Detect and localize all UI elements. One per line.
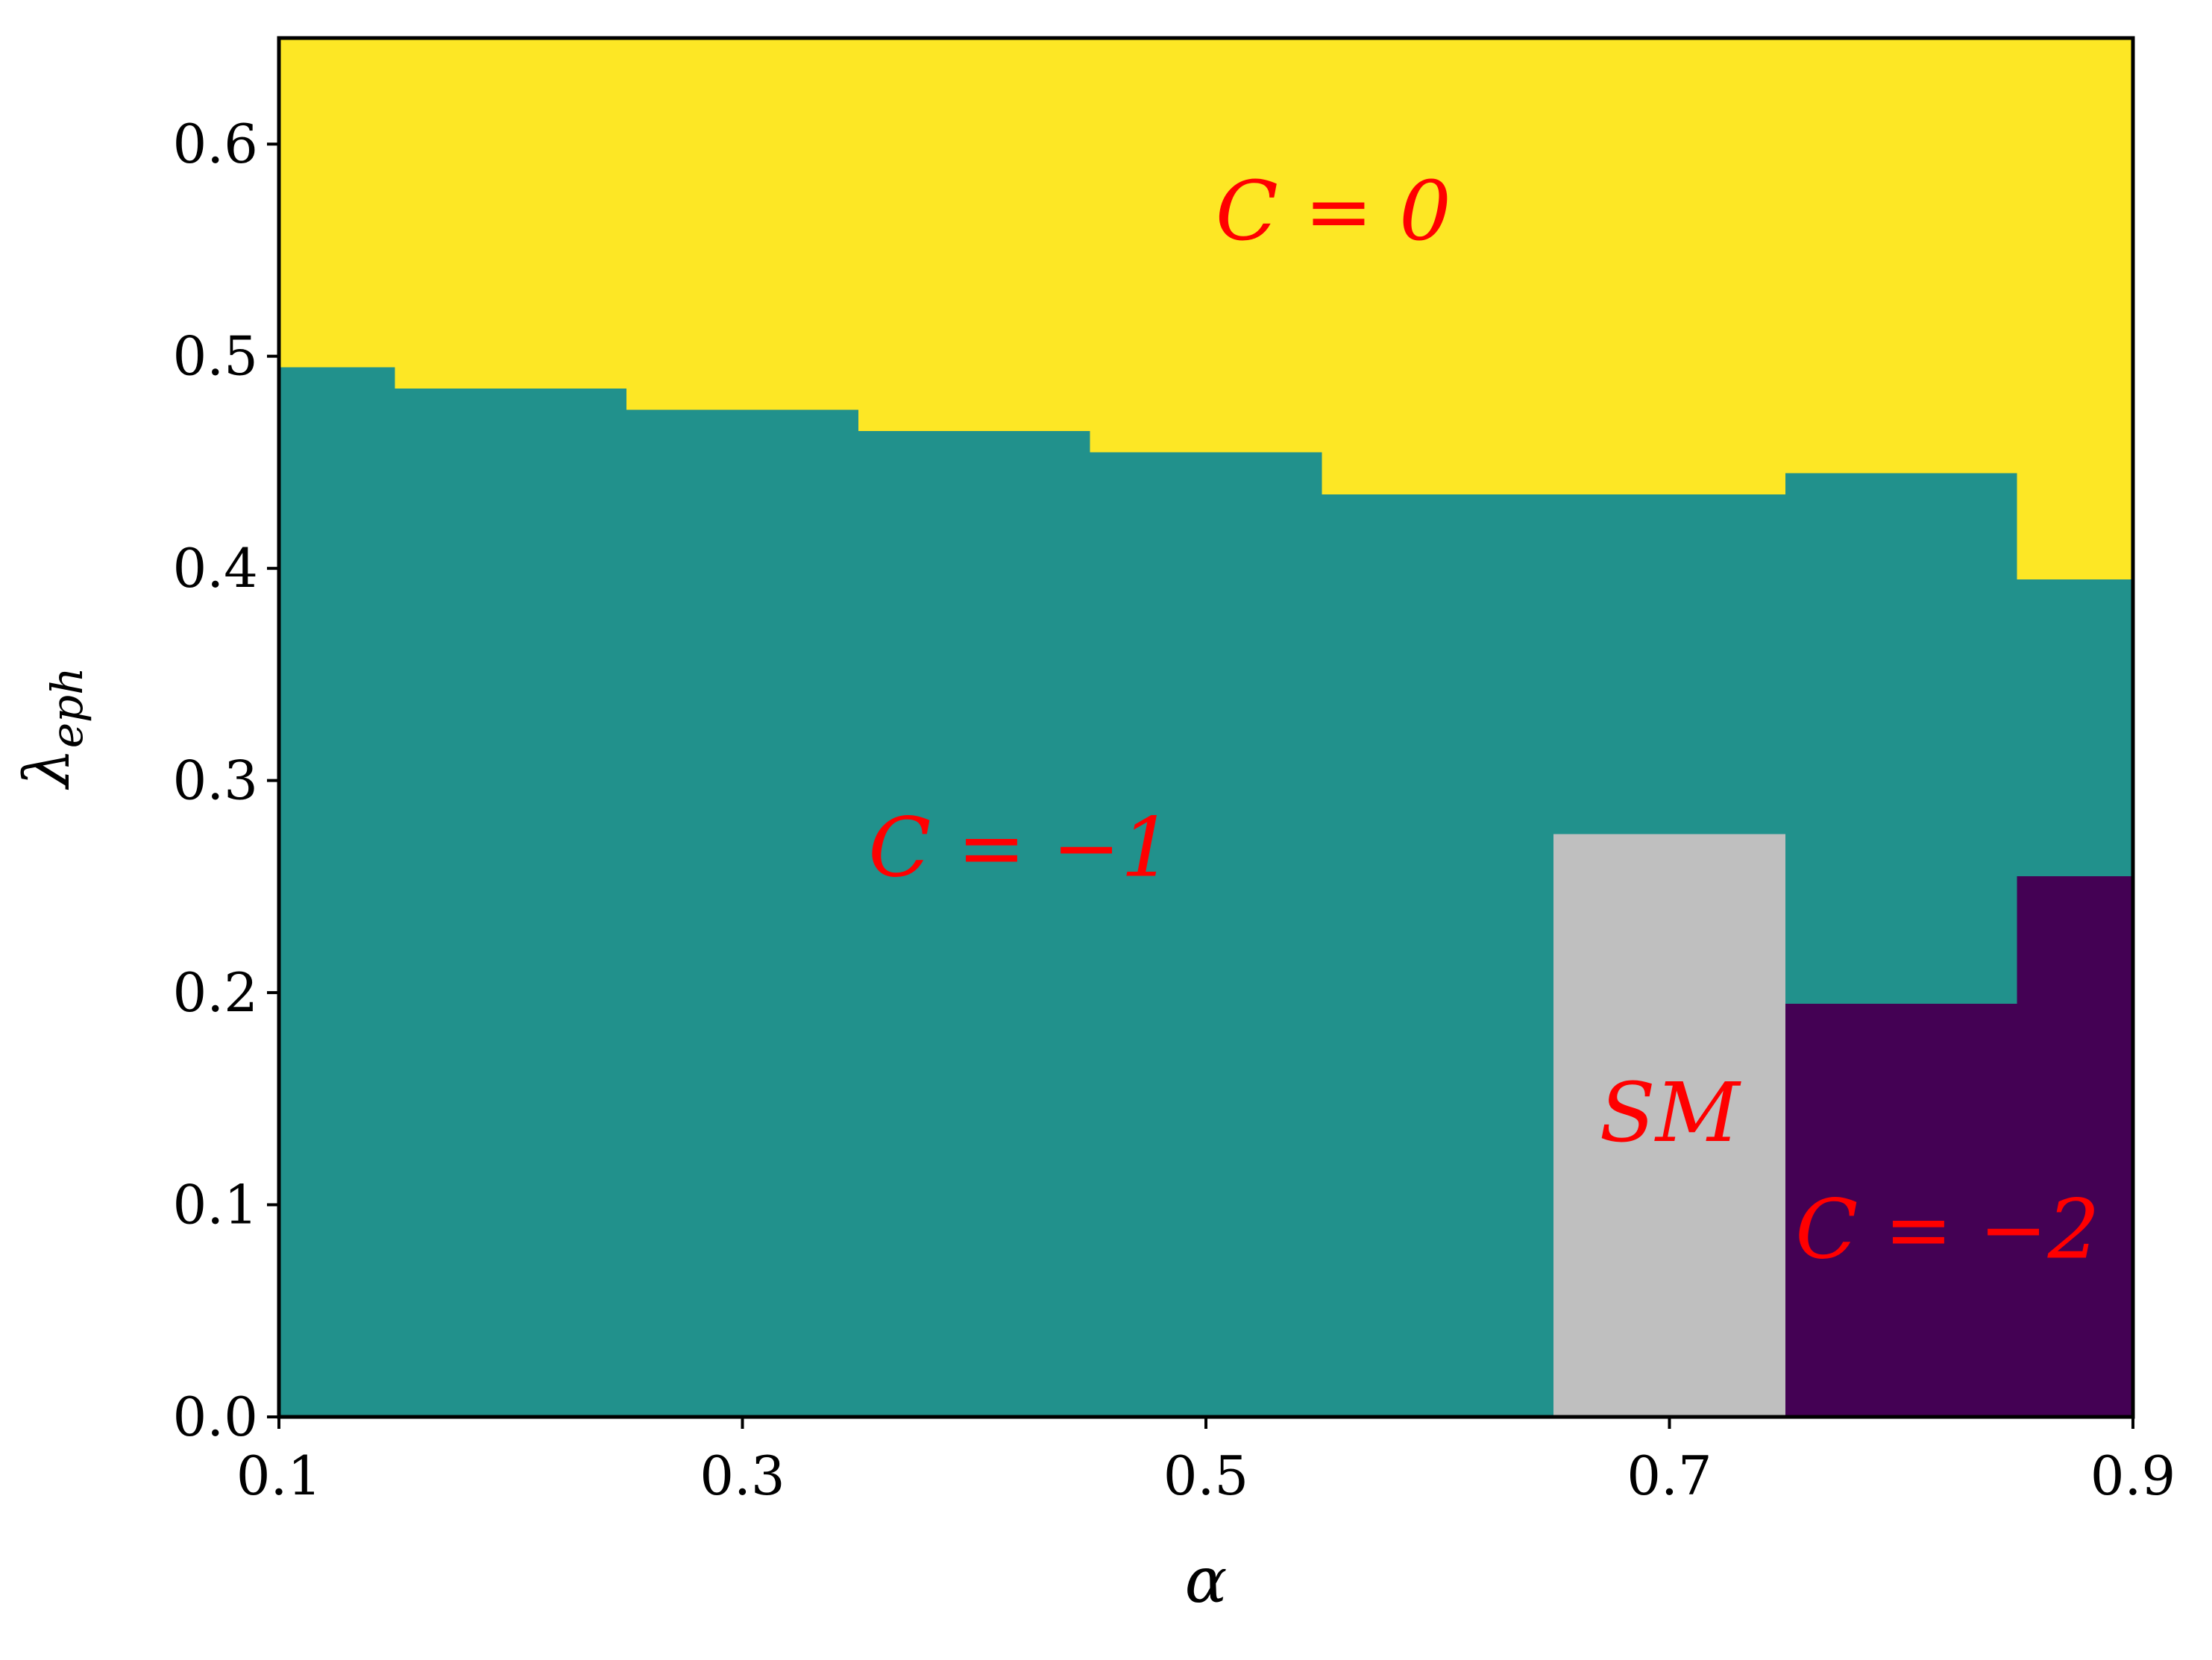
phase-region-cminus1-col1 <box>395 388 627 1418</box>
phase-region-cminus1-col8 <box>2017 579 2134 877</box>
phase-region-cminus1-col0 <box>279 366 395 1418</box>
x-axis-label: α <box>1185 1544 1228 1617</box>
label-c0: C = 0 <box>1216 163 1451 259</box>
x-tick-label: 0.7 <box>1627 1444 1712 1507</box>
y-tick-label: 0.5 <box>172 325 258 388</box>
y-axis-ticks: 0.0 0.1 0.2 0.3 0.4 0.5 0.6 <box>172 113 279 1448</box>
y-tick-label: 0.0 <box>172 1386 258 1448</box>
y-axis-label: λeph <box>10 667 92 790</box>
phase-region-cminus1-col3 <box>858 430 1091 1418</box>
label-sm: SM <box>1600 1065 1741 1160</box>
y-tick-label: 0.1 <box>172 1174 258 1236</box>
y-tick-label: 0.3 <box>172 749 258 812</box>
phase-region-c0-col1 <box>395 38 627 389</box>
label-cminus1: C = −1 <box>868 800 1172 896</box>
phase-region-c0-col3 <box>858 38 1091 431</box>
phase-region-c0-col5 <box>1322 38 1554 495</box>
phase-region-c0-col8 <box>2017 38 2134 579</box>
phase-region-cminus2-col7 <box>1785 1003 2018 1418</box>
phase-region-c0-col7 <box>1785 38 2018 474</box>
x-tick-label: 0.3 <box>700 1444 785 1507</box>
x-tick-label: 0.9 <box>2090 1444 2176 1507</box>
phase-region-sm-col6 <box>1553 833 1786 1418</box>
phase-region-cminus1-col6 <box>1553 494 1786 834</box>
phase-region-c0-col2 <box>626 38 859 410</box>
phase-region-cminus1-col4 <box>1090 451 1322 1418</box>
label-cminus2: C = −2 <box>1795 1182 2099 1277</box>
phase-region-cminus1-col2 <box>626 409 859 1418</box>
y-axis-label-main: λ <box>10 748 84 790</box>
phase-region-cminus2-col8 <box>2017 875 2134 1418</box>
y-tick-label: 0.2 <box>172 961 258 1024</box>
phase-region-c0-col6 <box>1553 38 1786 495</box>
y-tick-label: 0.6 <box>172 113 258 175</box>
phase-region-cminus1-col5 <box>1322 494 1554 1418</box>
x-tick-label: 0.1 <box>236 1444 322 1507</box>
phase-region-c0-col0 <box>279 38 395 368</box>
phase-region-cminus1-col7 <box>1785 473 2018 1004</box>
x-axis-ticks: 0.1 0.3 0.5 0.7 0.9 <box>236 1417 2176 1507</box>
y-axis-label-subscript: eph <box>42 667 92 748</box>
phase-annotations: C = 0 C = −1 SM C = −2 <box>868 163 2099 1277</box>
phase-regions <box>279 38 2134 1418</box>
phase-region-c0-col4 <box>1090 38 1322 453</box>
y-tick-label: 0.4 <box>172 537 258 600</box>
x-tick-label: 0.5 <box>1163 1444 1249 1507</box>
